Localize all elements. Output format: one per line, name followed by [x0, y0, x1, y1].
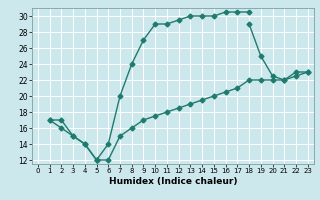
X-axis label: Humidex (Indice chaleur): Humidex (Indice chaleur): [108, 177, 237, 186]
